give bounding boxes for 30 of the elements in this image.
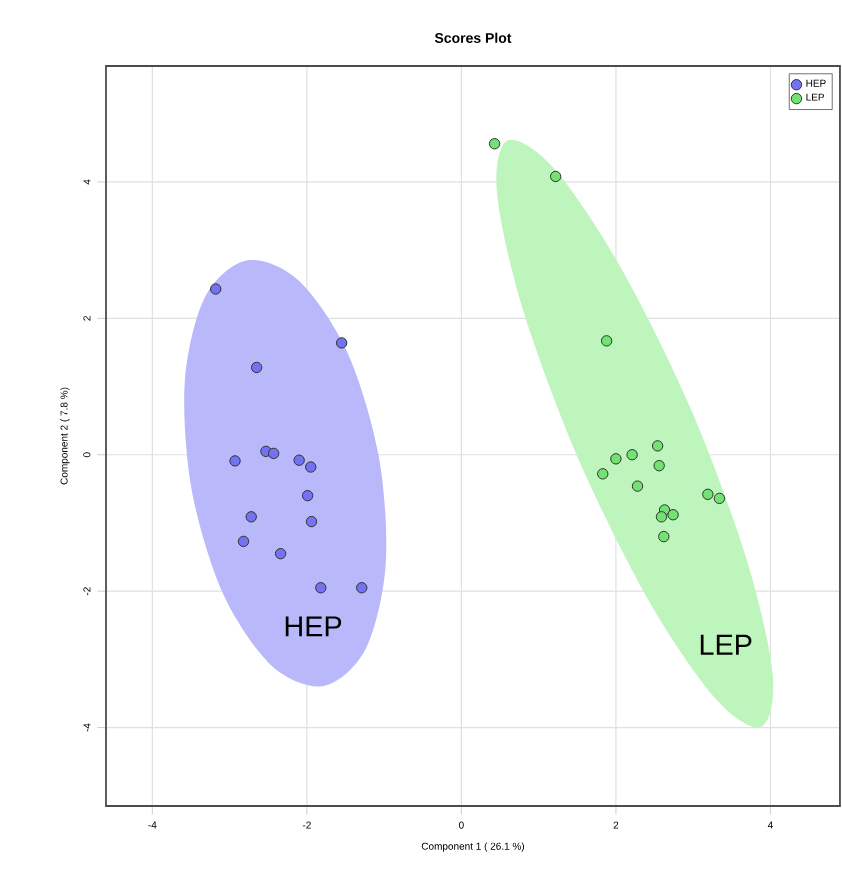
point: [702, 488, 714, 501]
point: [631, 480, 644, 492]
point: [210, 283, 222, 295]
point: [600, 335, 613, 347]
point: [667, 509, 679, 521]
point: [250, 361, 263, 374]
point: [301, 489, 314, 502]
point: [315, 582, 327, 594]
point: [305, 461, 317, 473]
point: [229, 455, 241, 467]
point: [549, 170, 562, 183]
point: [626, 449, 638, 461]
point: [356, 582, 368, 594]
point: [237, 535, 250, 548]
point: [267, 447, 280, 460]
point: [610, 453, 622, 465]
point: [488, 138, 501, 150]
point: [658, 530, 670, 543]
point: [653, 459, 665, 472]
annotation: LEP: [700, 634, 752, 655]
point: [655, 511, 668, 523]
point: [293, 454, 305, 466]
point: [651, 440, 664, 452]
point: [274, 547, 287, 560]
point: [597, 468, 609, 480]
point: [245, 511, 257, 523]
point: [713, 492, 726, 505]
point: [335, 337, 348, 349]
point: [305, 515, 318, 528]
annotation: HEP: [285, 616, 342, 637]
